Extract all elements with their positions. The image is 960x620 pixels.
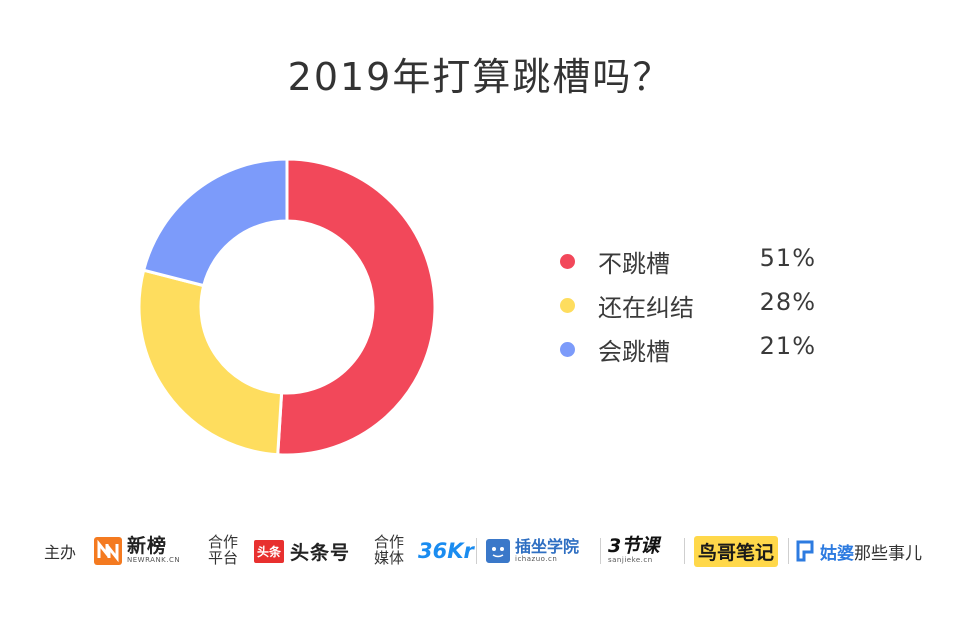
- donut-slice-1: [137, 268, 284, 457]
- divider: [476, 538, 477, 564]
- gupo-name-rest: 那些事儿: [854, 543, 922, 564]
- legend-label: 还在纠结: [598, 294, 694, 322]
- sanjieke-domain: sanjieke.cn: [608, 556, 653, 565]
- chart-legend: 不跳槽 51% 还在纠结 28% 会跳槽 21%: [560, 240, 830, 372]
- legend-swatch-yellow: [560, 298, 575, 313]
- partner-label-line2: 平台: [208, 549, 239, 567]
- chazuo-name: 插坐学院: [515, 536, 580, 556]
- media-label-line2: 媒体: [374, 549, 405, 567]
- legend-value: 28%: [759, 288, 816, 316]
- host-label: 主办: [44, 543, 77, 562]
- niaoge-name: 鸟哥笔记: [694, 535, 779, 567]
- donut-chart: [137, 157, 437, 457]
- newrank-logo: 新榜 NEWRANK.CN: [94, 528, 180, 574]
- legend-label: 会跳槽: [598, 338, 670, 366]
- donut-slice-2: [141, 157, 289, 288]
- legend-swatch-red: [560, 254, 575, 269]
- legend-item-will-change: 会跳槽 21%: [560, 328, 830, 372]
- legend-item-undecided: 还在纠结 28%: [560, 284, 830, 328]
- chazuo-domain: ichazuo.cn: [515, 554, 558, 563]
- divider: [684, 538, 685, 564]
- donut-slice-0: [276, 157, 437, 457]
- toutiao-logo: 头条 头条号: [254, 528, 350, 574]
- toutiao-badge: 头条: [254, 539, 285, 563]
- legend-swatch-blue: [560, 342, 575, 357]
- partner-label-line1: 合作: [208, 533, 239, 552]
- divider: [788, 538, 789, 564]
- partner-label: 合作 平台: [208, 528, 238, 574]
- chart-title: 2019年打算跳槽吗？: [287, 55, 673, 99]
- gupo-icon: [796, 540, 814, 562]
- legend-value: 21%: [759, 332, 816, 360]
- newrank-domain: NEWRANK.CN: [127, 556, 181, 565]
- legend-value: 51%: [759, 244, 816, 272]
- 36kr-logo: 36Kr: [418, 528, 474, 574]
- media-label: 合作 媒体: [374, 528, 404, 574]
- newrank-icon: [94, 537, 122, 565]
- gupo-logo: 姑婆 那些事儿: [796, 528, 922, 574]
- legend-label: 不跳槽: [598, 250, 670, 278]
- sanjieke-name: 3节课: [608, 535, 660, 558]
- gupo-name-bold: 姑婆: [820, 543, 854, 564]
- legend-item-no-change: 不跳槽 51%: [560, 240, 830, 284]
- 36kr-name: 36Kr: [418, 539, 474, 563]
- chazuo-logo: 插坐学院 ichazuo.cn: [486, 528, 579, 574]
- footer-sponsors: 主办 新榜 NEWRANK.CN 合作 平台 头条 头条号 合作 媒体 36Kr: [44, 528, 924, 574]
- niaoge-logo: 鸟哥笔记: [694, 528, 779, 574]
- divider: [600, 538, 601, 564]
- chazuo-icon: [486, 539, 510, 563]
- toutiao-name: 头条号: [290, 541, 351, 564]
- sanjieke-logo: 3节课 sanjieke.cn: [608, 528, 659, 574]
- media-label-line1: 合作: [374, 533, 405, 552]
- newrank-name: 新榜: [127, 535, 168, 558]
